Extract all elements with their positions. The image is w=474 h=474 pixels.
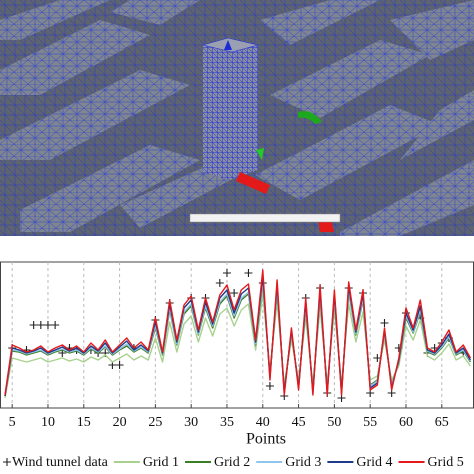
x-tick-label: 50: [327, 415, 341, 430]
series: [8, 269, 468, 402]
x-tick-label: 10: [41, 415, 55, 430]
mesh-tower-top: [201, 37, 259, 53]
x-tick-label: 55: [363, 415, 377, 430]
x-tick-label: 5: [9, 415, 16, 430]
series-line: [4, 275, 472, 397]
axis-arrow: [298, 111, 322, 124]
mesh-tower: [203, 38, 258, 180]
legend-label: Wind tunnel data: [12, 455, 109, 470]
legend-marker: [3, 458, 11, 466]
scale-bar: [189, 213, 341, 223]
marker: [244, 269, 253, 277]
x-axis-title: Points: [246, 431, 286, 448]
x-tick-label: 40: [256, 415, 270, 430]
marker: [265, 382, 274, 390]
marker: [36, 321, 45, 329]
marker: [29, 321, 38, 329]
series: [4, 269, 472, 396]
legend-label: Grid 4: [356, 455, 392, 470]
mesh-render: [0, 0, 474, 236]
series: [4, 279, 472, 397]
axis-arrow: [224, 40, 232, 50]
marker: [43, 321, 52, 329]
marker: [230, 289, 239, 297]
marker: [222, 269, 231, 277]
legend: Wind tunnel data Grid 1 Grid 2 Grid 3 Grid 4…: [3, 455, 464, 470]
x-tick-label: 30: [184, 415, 198, 430]
x-tick-label: 60: [399, 415, 413, 430]
x-tick-label: 15: [77, 415, 91, 430]
marker: [380, 319, 389, 327]
axis-arrow: [236, 172, 270, 194]
x-tick-label: 25: [148, 415, 162, 430]
chart: 5 10 15 20 25 30 35 40 45 50 55 60 65 Points Wind tunn…: [0, 261, 474, 470]
axis-arrow: [256, 148, 264, 160]
legend-label: Grid 1: [143, 455, 179, 470]
legend-label: Grid 2: [214, 455, 250, 470]
series: [4, 293, 471, 399]
series-line: [4, 269, 472, 396]
series-line: [4, 293, 471, 399]
legend-label: Grid 3: [285, 455, 321, 470]
marker: [51, 321, 60, 329]
mesh-blocks: [0, 0, 474, 236]
marker: [215, 279, 224, 287]
marker: [115, 361, 124, 369]
x-tick-label: 45: [292, 415, 306, 430]
legend-label: Grid 5: [428, 455, 464, 470]
x-tick-label: 20: [113, 415, 127, 430]
x-tick-label: 65: [435, 415, 449, 430]
series-line: [4, 279, 472, 397]
series: [4, 275, 472, 397]
x-tick-label: 35: [220, 415, 234, 430]
